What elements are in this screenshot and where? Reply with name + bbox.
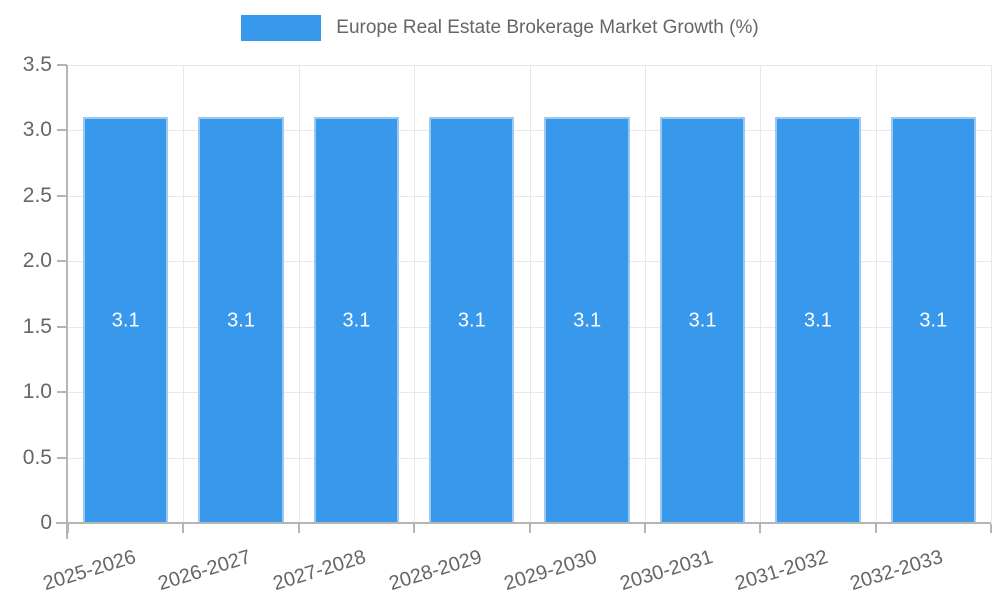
bar-slot: 3.1 xyxy=(530,65,645,523)
x-tick xyxy=(874,524,877,533)
bar-value-label: 3.1 xyxy=(573,309,602,332)
y-tick-label: 2.5 xyxy=(22,183,52,207)
bar[interactable]: 3.1 xyxy=(775,117,861,523)
x-tick xyxy=(643,524,646,533)
y-tick xyxy=(57,325,67,328)
bar-slot: 3.1 xyxy=(876,65,991,523)
chart-legend[interactable]: Europe Real Estate Brokerage Market Grow… xyxy=(0,15,1000,41)
x-tick xyxy=(67,524,69,533)
bar-value-label: 3.1 xyxy=(457,309,486,332)
x-axis-line xyxy=(56,522,991,524)
bar-value-label: 3.1 xyxy=(804,309,832,332)
x-tick-label: 2030-2031 xyxy=(617,546,715,596)
v-gridline xyxy=(298,65,300,523)
v-gridline xyxy=(991,65,992,523)
x-tick-label: 2028-2029 xyxy=(386,546,485,596)
bar-value-label: 3.1 xyxy=(111,309,140,332)
bar-slot: 3.1 xyxy=(760,65,875,523)
v-gridline xyxy=(183,65,185,523)
x-tick-label: 2027-2028 xyxy=(270,546,369,596)
v-gridline xyxy=(644,65,646,523)
x-axis-ticks xyxy=(67,524,992,533)
bar-value-label: 3.1 xyxy=(919,309,948,332)
y-tick xyxy=(57,129,67,132)
plot-area: 3.1 3.1 3.1 3.1 3.1 3.1 3.1 3.1 xyxy=(68,65,992,523)
bar[interactable]: 3.1 xyxy=(890,117,976,523)
x-tick-label: 2026-2027 xyxy=(155,546,254,596)
v-gridline xyxy=(414,65,416,523)
y-tick-label: 3.0 xyxy=(22,118,52,142)
y-tick-label: 0 xyxy=(40,511,52,534)
y-tick-label: 1.0 xyxy=(22,380,52,404)
bar[interactable]: 3.1 xyxy=(313,117,400,523)
x-tick xyxy=(990,524,992,533)
x-tick xyxy=(759,524,762,533)
bar[interactable]: 3.1 xyxy=(659,117,746,523)
v-gridline xyxy=(875,65,877,523)
bar[interactable]: 3.1 xyxy=(198,117,284,523)
x-tick xyxy=(297,524,300,533)
x-tick-label: 2031-2032 xyxy=(732,546,831,596)
bar-slot: 3.1 xyxy=(645,65,760,523)
v-gridline xyxy=(760,65,762,523)
x-tick xyxy=(528,524,531,533)
y-tick-label: 1.5 xyxy=(22,314,52,338)
y-tick xyxy=(57,391,67,394)
bar-slot: 3.1 xyxy=(414,65,529,523)
y-tick xyxy=(57,456,67,459)
bar-slot: 3.1 xyxy=(299,65,414,523)
bar[interactable]: 3.1 xyxy=(544,117,630,523)
y-tick xyxy=(57,64,67,66)
bar-slot: 3.1 xyxy=(183,65,298,523)
y-axis-line xyxy=(66,65,68,539)
v-gridline xyxy=(529,65,531,523)
bar-value-label: 3.1 xyxy=(688,309,717,332)
x-tick-label: 2025-2026 xyxy=(40,546,139,596)
bar-value-label: 3.1 xyxy=(342,309,371,332)
bar[interactable]: 3.1 xyxy=(82,117,169,523)
legend-label: Europe Real Estate Brokerage Market Grow… xyxy=(336,17,759,38)
x-axis-labels: 2025-2026 2026-2027 2027-2028 2028-2029 2029… xyxy=(40,538,991,600)
bar-slot: 3.1 xyxy=(68,65,183,523)
bar-value-label: 3.1 xyxy=(227,309,255,332)
y-tick xyxy=(57,260,67,263)
y-axis-labels: 0 0.5 1.0 1.5 2.0 2.5 3.0 3.5 xyxy=(0,53,52,534)
y-tick-label: 2.0 xyxy=(22,249,52,273)
legend-swatch xyxy=(241,15,322,41)
y-tick-label: 3.5 xyxy=(22,53,52,76)
x-tick-label: 2032-2033 xyxy=(847,546,946,596)
x-tick xyxy=(182,524,185,533)
bar[interactable]: 3.1 xyxy=(429,117,515,523)
x-tick-label: 2029-2030 xyxy=(501,546,600,596)
y-tick-label: 0.5 xyxy=(22,445,52,469)
y-tick xyxy=(57,194,67,197)
x-tick xyxy=(413,524,416,533)
